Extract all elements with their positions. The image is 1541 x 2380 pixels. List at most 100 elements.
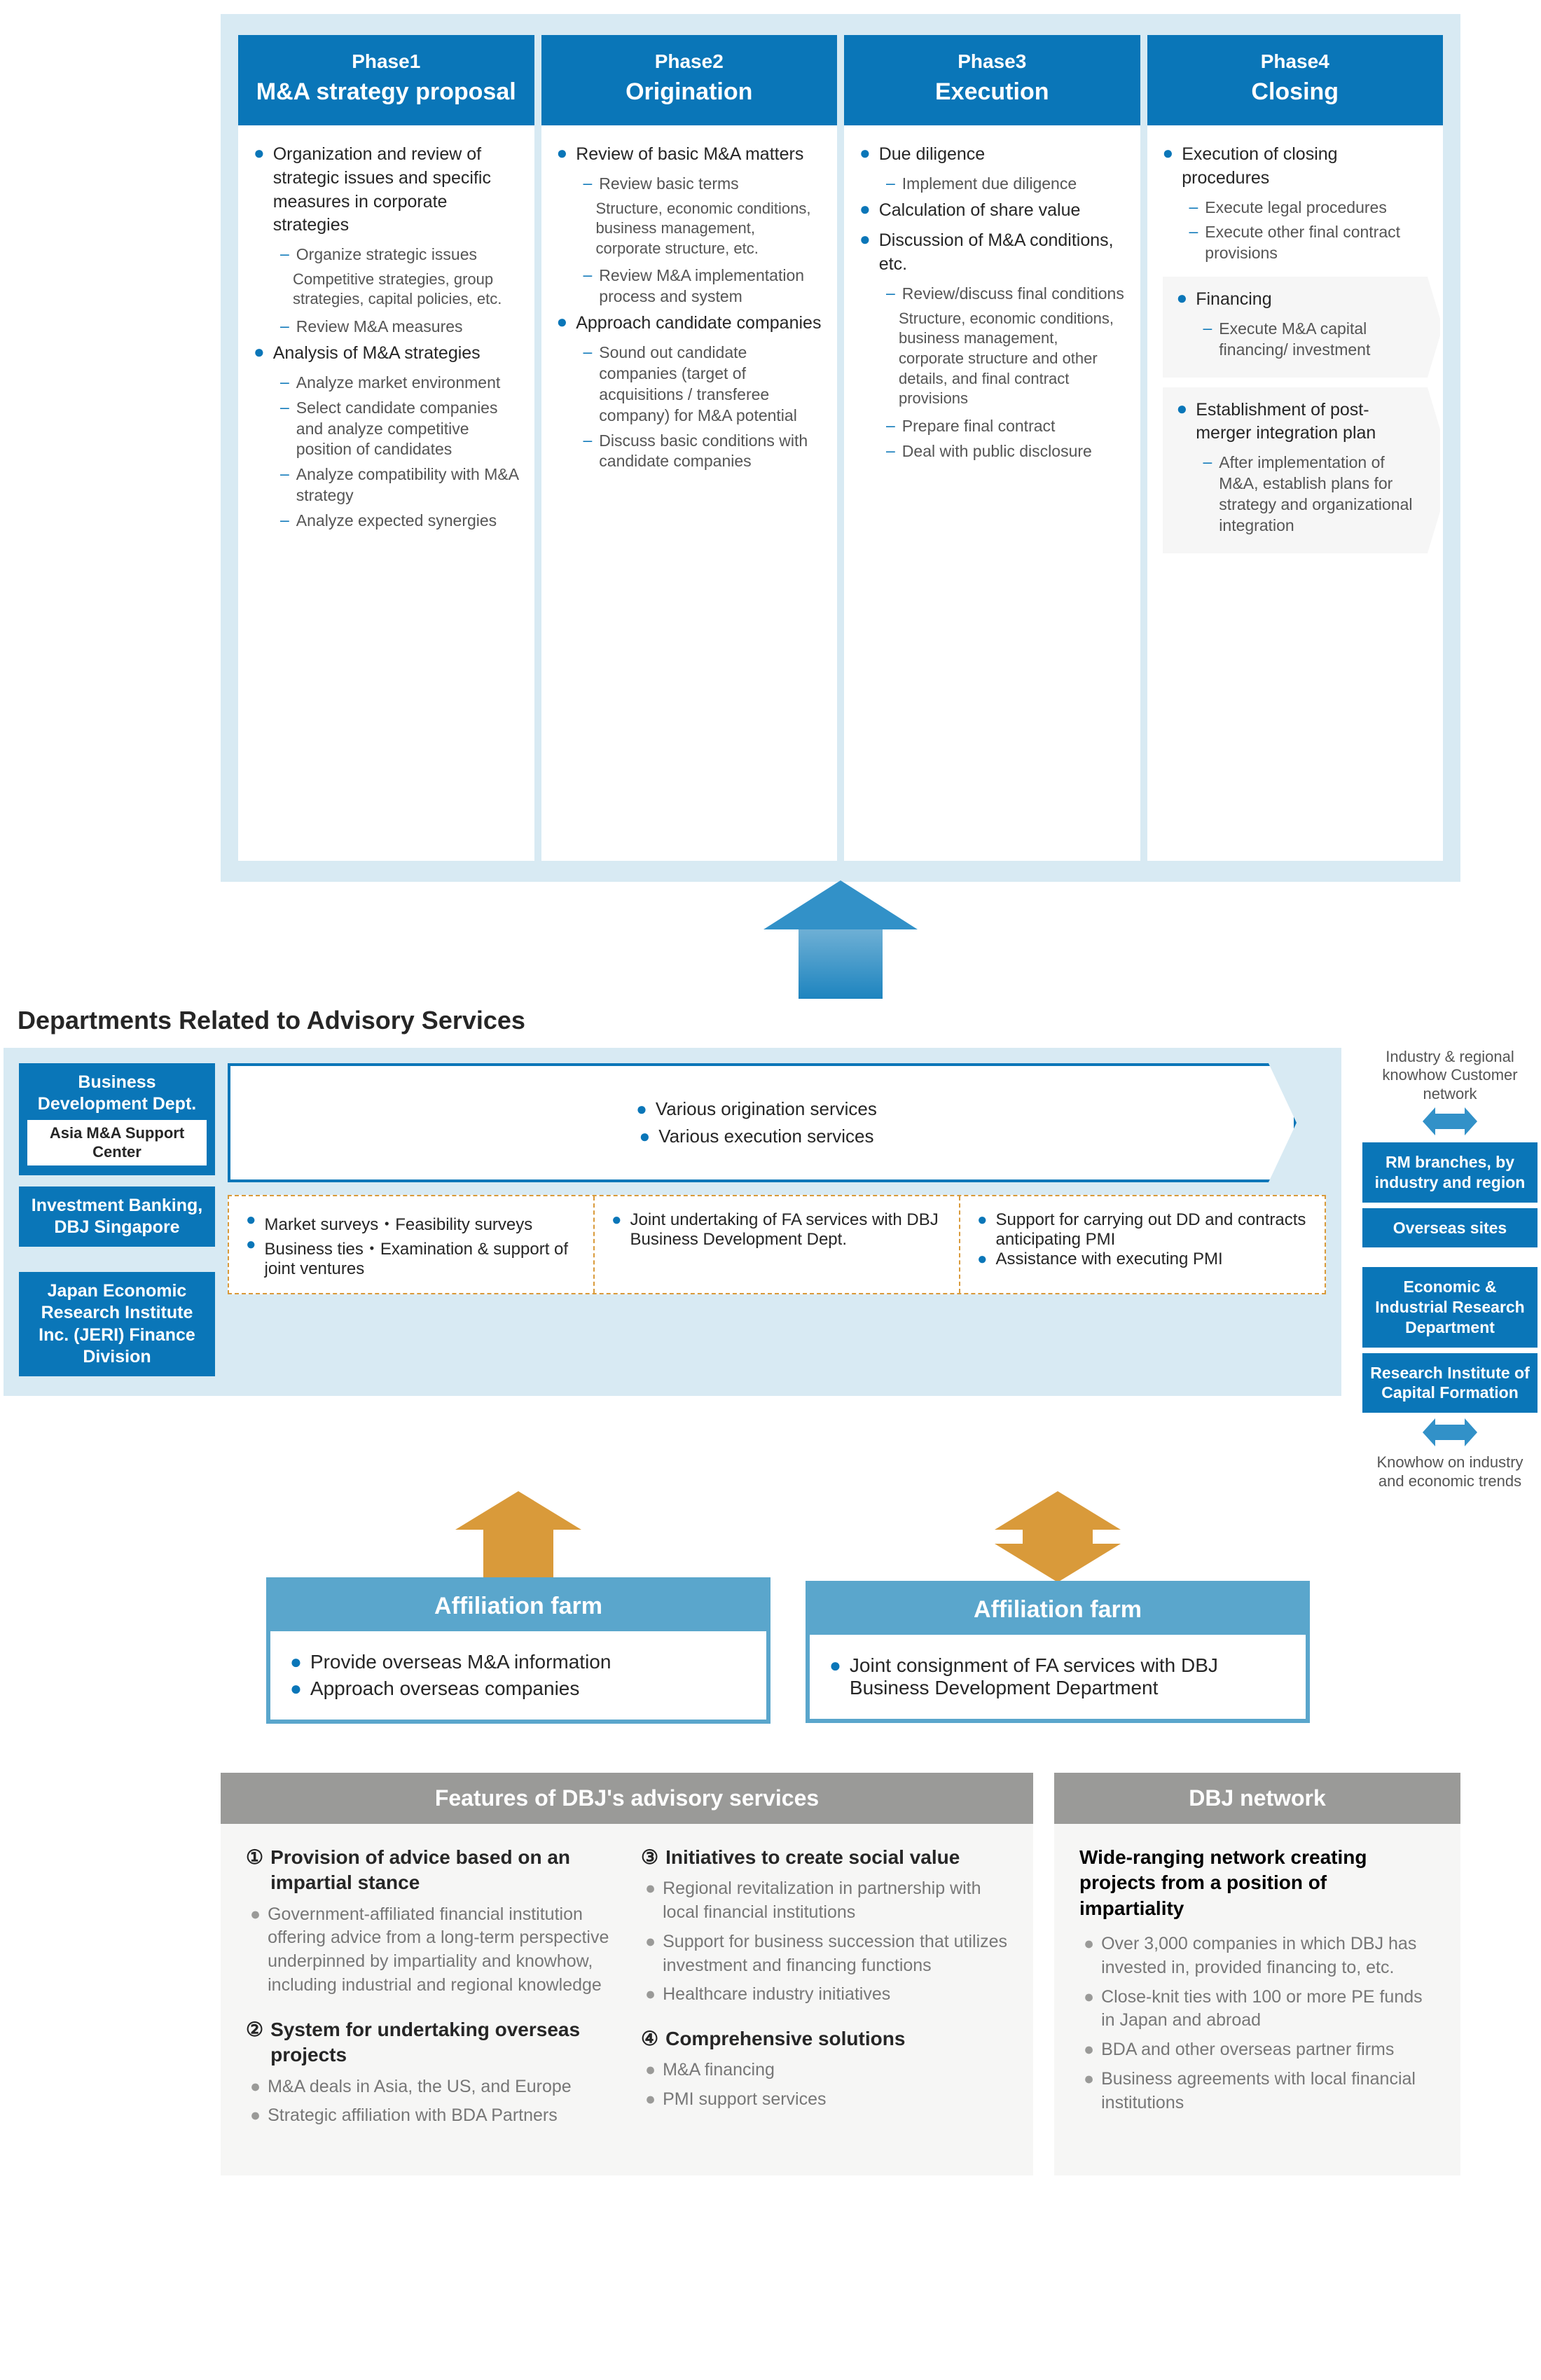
dept-inv-banking: Investment Banking, DBJ Singapore xyxy=(19,1186,215,1247)
phase-subitem: –Analyze expected synergies xyxy=(280,511,519,532)
feature-item: ①Provision of advice based on an imparti… xyxy=(246,1845,613,1998)
feature-bullet: ●M&A deals in Asia, the US, and Europe xyxy=(250,2075,613,2099)
service-bullet: ●Joint undertaking of FA services with D… xyxy=(611,1210,942,1250)
phase-note: Structure, economic conditions, business… xyxy=(596,199,822,259)
service-bullet: ●Assistance with executing PMI xyxy=(977,1250,1308,1269)
feature-title: ④Comprehensive solutions xyxy=(641,2026,1008,2052)
phase-subitem: –Discuss basic conditions with candidate… xyxy=(583,431,822,473)
right-label: Industry & regional knowhow Customer net… xyxy=(1362,1048,1537,1103)
service-cell: ●Market surveys・Feasibility surveys●Busi… xyxy=(229,1196,593,1293)
dept-business-dev: Business Development Dept. Asia M&A Supp… xyxy=(19,1063,215,1175)
aff-bullet: ●Provide overseas M&A information xyxy=(290,1651,747,1673)
phase-col: Phase3 Execution ●Due diligence –Implement … xyxy=(844,35,1140,861)
network-box: DBJ network Wide-ranging network creatin… xyxy=(1054,1773,1460,2175)
phase-item: ●Review of basic M&A matters xyxy=(557,143,822,167)
phase-title: Closing xyxy=(1154,78,1437,106)
right-tag: Research Institute of Capital Formation xyxy=(1362,1353,1537,1413)
service-bullet: ●Business ties・Examination & support of … xyxy=(246,1235,576,1279)
feature-bullet: ●Healthcare industry initiatives xyxy=(645,1983,1008,2007)
arrow-updown-icon xyxy=(995,1491,1121,1582)
phase-subitem: –Review M&A measures xyxy=(280,317,519,338)
feature-bullet: ●Government-affiliated financial institu… xyxy=(250,1903,613,1998)
phase-subitem: –Execute legal procedures xyxy=(1189,198,1428,219)
phase-col: Phase1 M&A strategy proposal ●Organization… xyxy=(238,35,534,861)
double-arrow-icon xyxy=(1362,1418,1537,1446)
service-cell: ●Support for carrying out DD and contrac… xyxy=(959,1196,1325,1293)
phases-panel: Phase1 M&A strategy proposal ●Organization… xyxy=(221,14,1460,882)
phase-subitem: –Deal with public disclosure xyxy=(886,441,1125,462)
phase-item: ●Calculation of share value xyxy=(859,199,1125,223)
phase-num: Phase1 xyxy=(245,50,527,73)
services-chevron-top: ●Various origination services ●Various ex… xyxy=(228,1063,1297,1182)
phase-note: Competitive strategies, group strategies… xyxy=(293,270,519,310)
feature-bullet: ●Support for business succession that ut… xyxy=(645,1930,1008,1978)
phase-num: Phase2 xyxy=(548,50,831,73)
phase-subitem: –Analyze compatibility with M&A strategy xyxy=(280,464,519,506)
phase-item: ●Financing xyxy=(1177,288,1414,312)
phase-subitem: –Implement due diligence xyxy=(886,174,1125,195)
phase-subitem: –Review basic terms xyxy=(583,174,822,195)
service-cell: ●Joint undertaking of FA services with D… xyxy=(593,1196,959,1293)
arrow-up-large xyxy=(763,880,918,999)
feature-title: ②System for undertaking overseas project… xyxy=(246,2017,613,2068)
right-tag: Overseas sites xyxy=(1362,1208,1537,1248)
right-label: Knowhow on industry and economic trends xyxy=(1362,1453,1537,1490)
network-bullet: ●Business agreements with local financia… xyxy=(1084,2068,1435,2115)
mid-panel: Business Development Dept. Asia M&A Supp… xyxy=(4,1048,1341,1396)
features-box: Features of DBJ's advisory services ①Pro… xyxy=(221,1773,1033,2175)
mid-heading: Departments Related to Advisory Services xyxy=(18,1006,1537,1035)
phase-subitem: –Select candidate companies and analyze … xyxy=(280,398,519,461)
feature-item: ②System for undertaking overseas project… xyxy=(246,2017,613,2128)
phase-title: Origination xyxy=(548,78,831,106)
phase-item: ●Approach candidate companies xyxy=(557,312,822,335)
service-bullet: ●Support for carrying out DD and contrac… xyxy=(977,1210,1308,1250)
service-bullet: ●Various execution services xyxy=(639,1126,873,1147)
feature-bullet: ●M&A financing xyxy=(645,2059,1008,2082)
feature-bullet: ●Regional revitalization in partnership … xyxy=(645,1877,1008,1925)
right-tag: RM branches, by industry and region xyxy=(1362,1142,1537,1203)
double-arrow-icon xyxy=(1362,1107,1537,1135)
network-title: DBJ network xyxy=(1054,1773,1460,1824)
dept-sub: Asia M&A Support Center xyxy=(27,1120,207,1165)
arrow-up-icon xyxy=(455,1491,581,1530)
phase-subitem: –After implementation of M&A, establish … xyxy=(1203,452,1414,537)
service-bullet: ●Market surveys・Feasibility surveys xyxy=(246,1210,576,1235)
phase-subitem: –Execute other final contract provisions xyxy=(1189,222,1428,264)
service-bullet: ●Various origination services xyxy=(636,1098,877,1120)
phase-col: Phase4 Closing ●Execution of closing proce… xyxy=(1147,35,1444,861)
right-tag: Economic & Industrial Research Departmen… xyxy=(1362,1267,1537,1347)
feature-title: ①Provision of advice based on an imparti… xyxy=(246,1845,613,1896)
feature-item: ③Initiatives to create social value ●Regi… xyxy=(641,1845,1008,2007)
services-row-bottom: ●Market surveys・Feasibility surveys●Busi… xyxy=(228,1195,1326,1294)
feature-bullet: ●PMI support services xyxy=(645,2088,1008,2112)
phase-extra-box: ●Financing–Execute M&A capital financing… xyxy=(1163,277,1428,378)
phase-subitem: –Analyze market environment xyxy=(280,373,519,394)
phase-num: Phase3 xyxy=(851,50,1133,73)
phase-extra-box: ●Establishment of post-merger integratio… xyxy=(1163,387,1428,553)
right-tags: Industry & regional knowhow Customer net… xyxy=(1362,1048,1537,1495)
phase-item: ●Organization and review of strategic is… xyxy=(254,143,519,237)
network-bullet: ●Close-knit ties with 100 or more PE fun… xyxy=(1084,1986,1435,2033)
phase-title: M&A strategy proposal xyxy=(245,78,527,106)
arrow-stem xyxy=(483,1530,553,1579)
feature-title: ③Initiatives to create social value xyxy=(641,1845,1008,1870)
affiliation-left: Affiliation farm ●Provide overseas M&A i… xyxy=(266,1491,770,1724)
dept-jeri: Japan Economic Research Institute Inc. (… xyxy=(19,1272,215,1376)
network-bullet: ●Over 3,000 companies in which DBJ has i… xyxy=(1084,1932,1435,1980)
network-heading: Wide-ranging network creating projects f… xyxy=(1079,1845,1435,1921)
phase-item: ●Establishment of post-merger integratio… xyxy=(1177,399,1414,446)
features-title: Features of DBJ's advisory services xyxy=(221,1773,1033,1824)
phase-item: ●Due diligence xyxy=(859,143,1125,167)
phase-col: Phase2 Origination ●Review of basic M&A ma… xyxy=(541,35,838,861)
phase-title: Execution xyxy=(851,78,1133,106)
aff-bullet: ●Approach overseas companies xyxy=(290,1677,747,1700)
phase-item: ●Execution of closing procedures xyxy=(1163,143,1428,191)
phase-item: ●Analysis of M&A strategies xyxy=(254,342,519,366)
phase-subitem: –Sound out candidate companies (target o… xyxy=(583,343,822,427)
affiliation-right: Affiliation farm ●Joint consignment of F… xyxy=(806,1491,1310,1724)
phase-num: Phase4 xyxy=(1154,50,1437,73)
dept-line: Development Dept. xyxy=(25,1093,209,1115)
feature-item: ④Comprehensive solutions ●M&A financing ●P… xyxy=(641,2026,1008,2112)
phase-item: ●Discussion of M&A conditions, etc. xyxy=(859,229,1125,277)
feature-bullet: ●Strategic affiliation with BDA Partners xyxy=(250,2104,613,2128)
